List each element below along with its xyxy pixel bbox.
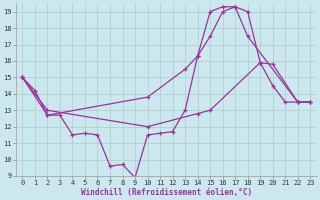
X-axis label: Windchill (Refroidissement éolien,°C): Windchill (Refroidissement éolien,°C)	[81, 188, 252, 197]
